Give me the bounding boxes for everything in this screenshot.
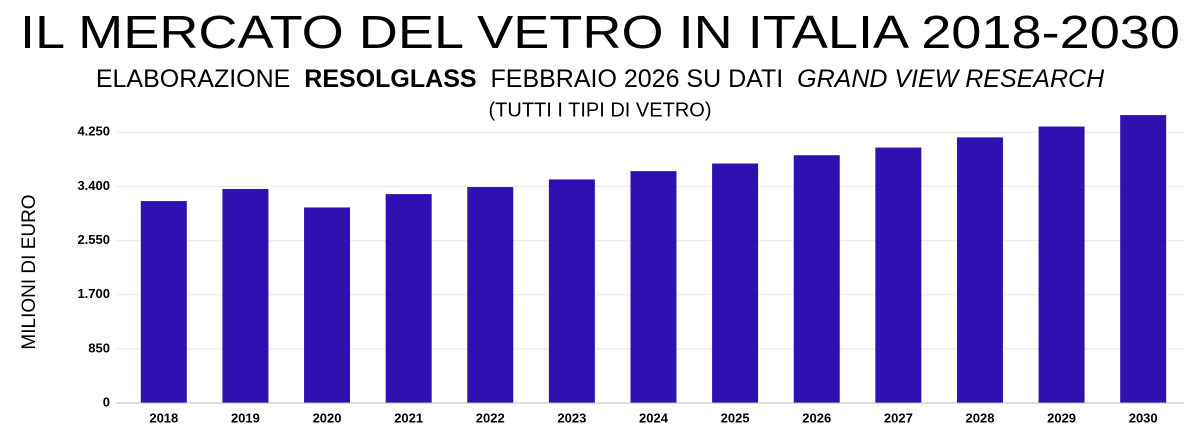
chart-subtitle: ELABORAZIONE RESOLGLASS FEBBRAIO 2026 SU… [96,65,1105,93]
x-tick-label: 2023 [557,410,586,425]
x-tick-label: 2018 [149,410,178,425]
x-tick-label: 2028 [966,410,995,425]
y-tick-label: 2.550 [77,232,110,247]
chart-note: (TUTTI I TIPI DI VETRO) [489,99,712,121]
x-tick-label: 2024 [639,410,669,425]
x-tick-label: 2019 [231,410,260,425]
y-axis-label: MILIONI DI EURO [19,194,40,349]
x-tick-label: 2022 [476,410,505,425]
bar [793,155,840,403]
bar [875,147,922,403]
y-tick-label: 3.400 [77,178,110,193]
subtitle-part: RESOLGLASS [304,65,476,93]
bar [1120,115,1167,404]
bar [140,201,187,403]
subtitle-part: FEBBRAIO 2026 SU DATI [491,65,784,93]
subtitle-part: GRAND VIEW RESEARCH [797,65,1105,93]
y-tick-label: 850 [88,340,110,355]
x-tick-label: 2026 [802,410,831,425]
bar [467,187,514,403]
bar [1038,126,1085,404]
x-tick-label: 2030 [1129,410,1158,425]
bar [630,171,677,403]
x-tick-label: 2025 [721,410,750,425]
x-tick-label: 2021 [394,410,423,425]
y-tick-label: 1.700 [77,286,110,301]
x-tick-label: 2029 [1047,410,1076,425]
y-tick-label: 0 [103,394,110,409]
subtitle-part: ELABORAZIONE [96,65,291,93]
bar [222,188,269,403]
bar [548,179,595,403]
y-tick-label: 4.250 [77,124,110,139]
bar [385,194,432,403]
x-tick-label: 2020 [313,410,342,425]
bar [712,163,759,403]
x-tick-label: 2027 [884,410,913,425]
chart-title: IL MERCATO DEL VETRO IN ITALIA 2018-2030 [20,6,1180,58]
bar [956,137,1003,403]
bar [304,207,351,403]
